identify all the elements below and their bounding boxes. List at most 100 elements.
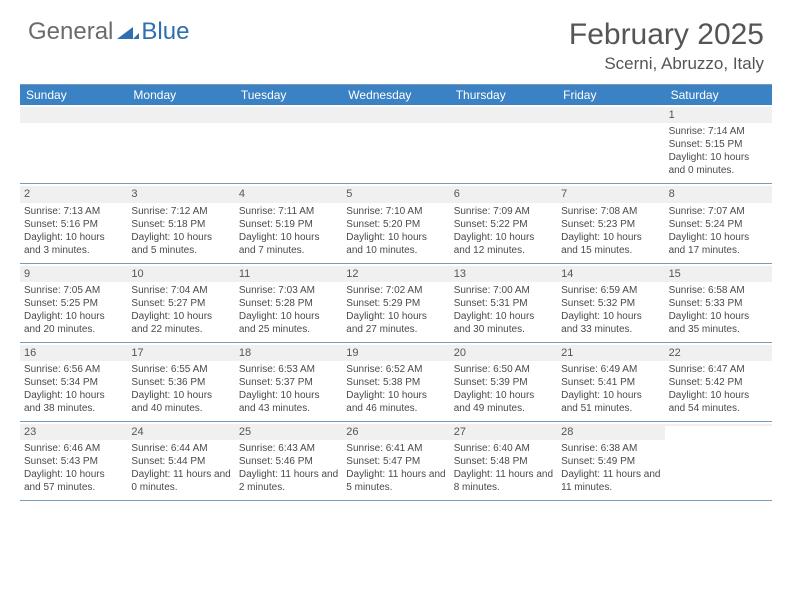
day-number: 16 <box>20 345 127 361</box>
day-sunrise: Sunrise: 7:04 AM <box>131 284 230 297</box>
day-sunrise: Sunrise: 6:53 AM <box>239 363 338 376</box>
day-sunset: Sunset: 5:44 PM <box>131 455 230 468</box>
day-number: 7 <box>557 186 664 202</box>
day-sunset: Sunset: 5:25 PM <box>24 297 123 310</box>
day-daylight: Daylight: 10 hours and 3 minutes. <box>24 231 123 257</box>
day-number: 23 <box>20 424 127 440</box>
day-number: 10 <box>127 266 234 282</box>
day-number: 5 <box>342 186 449 202</box>
day-sunrise: Sunrise: 7:10 AM <box>346 205 445 218</box>
day-daylight: Daylight: 11 hours and 8 minutes. <box>454 468 553 494</box>
day-cell: 8Sunrise: 7:07 AMSunset: 5:24 PMDaylight… <box>665 184 772 262</box>
day-sunrise: Sunrise: 7:13 AM <box>24 205 123 218</box>
day-cell: 26Sunrise: 6:41 AMSunset: 5:47 PMDayligh… <box>342 422 449 500</box>
day-sunset: Sunset: 5:20 PM <box>346 218 445 231</box>
day-sunset: Sunset: 5:49 PM <box>561 455 660 468</box>
day-number: 13 <box>450 266 557 282</box>
day-sunset: Sunset: 5:43 PM <box>24 455 123 468</box>
day-cell: 2Sunrise: 7:13 AMSunset: 5:16 PMDaylight… <box>20 184 127 262</box>
day-number: 3 <box>127 186 234 202</box>
day-daylight: Daylight: 11 hours and 11 minutes. <box>561 468 660 494</box>
day-cell: 10Sunrise: 7:04 AMSunset: 5:27 PMDayligh… <box>127 264 234 342</box>
day-sunrise: Sunrise: 7:11 AM <box>239 205 338 218</box>
day-sunrise: Sunrise: 6:40 AM <box>454 442 553 455</box>
weekday-header-cell: Sunday <box>20 85 127 105</box>
day-cell <box>235 105 342 183</box>
day-daylight: Daylight: 10 hours and 43 minutes. <box>239 389 338 415</box>
day-number: 26 <box>342 424 449 440</box>
day-sunrise: Sunrise: 7:03 AM <box>239 284 338 297</box>
day-daylight: Daylight: 10 hours and 40 minutes. <box>131 389 230 415</box>
day-cell: 27Sunrise: 6:40 AMSunset: 5:48 PMDayligh… <box>450 422 557 500</box>
day-sunrise: Sunrise: 6:50 AM <box>454 363 553 376</box>
day-cell: 1Sunrise: 7:14 AMSunset: 5:15 PMDaylight… <box>665 105 772 183</box>
day-sunrise: Sunrise: 6:47 AM <box>669 363 768 376</box>
day-cell <box>450 105 557 183</box>
day-daylight: Daylight: 10 hours and 54 minutes. <box>669 389 768 415</box>
day-sunrise: Sunrise: 6:55 AM <box>131 363 230 376</box>
location: Scerni, Abruzzo, Italy <box>569 54 764 74</box>
weekday-header-row: SundayMondayTuesdayWednesdayThursdayFrid… <box>20 85 772 105</box>
day-cell: 23Sunrise: 6:46 AMSunset: 5:43 PMDayligh… <box>20 422 127 500</box>
day-sunrise: Sunrise: 7:14 AM <box>669 125 768 138</box>
day-cell <box>20 105 127 183</box>
day-number: 15 <box>665 266 772 282</box>
day-sunset: Sunset: 5:36 PM <box>131 376 230 389</box>
week-row: 2Sunrise: 7:13 AMSunset: 5:16 PMDaylight… <box>20 184 772 263</box>
day-number <box>557 107 664 123</box>
day-cell: 17Sunrise: 6:55 AMSunset: 5:36 PMDayligh… <box>127 343 234 421</box>
day-sunset: Sunset: 5:28 PM <box>239 297 338 310</box>
weekday-header-cell: Friday <box>557 85 664 105</box>
day-sunrise: Sunrise: 6:38 AM <box>561 442 660 455</box>
day-cell: 3Sunrise: 7:12 AMSunset: 5:18 PMDaylight… <box>127 184 234 262</box>
day-daylight: Daylight: 10 hours and 27 minutes. <box>346 310 445 336</box>
day-sunset: Sunset: 5:41 PM <box>561 376 660 389</box>
day-cell: 22Sunrise: 6:47 AMSunset: 5:42 PMDayligh… <box>665 343 772 421</box>
week-row: 9Sunrise: 7:05 AMSunset: 5:25 PMDaylight… <box>20 264 772 343</box>
day-sunset: Sunset: 5:15 PM <box>669 138 768 151</box>
day-number: 20 <box>450 345 557 361</box>
day-sunset: Sunset: 5:19 PM <box>239 218 338 231</box>
day-sunrise: Sunrise: 6:58 AM <box>669 284 768 297</box>
day-cell <box>342 105 449 183</box>
day-number: 18 <box>235 345 342 361</box>
day-sunset: Sunset: 5:23 PM <box>561 218 660 231</box>
day-sunset: Sunset: 5:39 PM <box>454 376 553 389</box>
day-sunset: Sunset: 5:24 PM <box>669 218 768 231</box>
day-number <box>450 107 557 123</box>
day-sunset: Sunset: 5:37 PM <box>239 376 338 389</box>
weekday-header-cell: Monday <box>127 85 234 105</box>
weekday-header-cell: Thursday <box>450 85 557 105</box>
day-cell <box>557 105 664 183</box>
day-sunrise: Sunrise: 6:46 AM <box>24 442 123 455</box>
day-daylight: Daylight: 11 hours and 2 minutes. <box>239 468 338 494</box>
day-daylight: Daylight: 11 hours and 0 minutes. <box>131 468 230 494</box>
day-daylight: Daylight: 10 hours and 49 minutes. <box>454 389 553 415</box>
logo-text-blue: Blue <box>141 18 189 46</box>
title-block: February 2025 Scerni, Abruzzo, Italy <box>569 18 764 74</box>
day-number: 6 <box>450 186 557 202</box>
logo: General Blue <box>28 18 189 46</box>
day-cell: 5Sunrise: 7:10 AMSunset: 5:20 PMDaylight… <box>342 184 449 262</box>
day-cell: 7Sunrise: 7:08 AMSunset: 5:23 PMDaylight… <box>557 184 664 262</box>
day-number <box>342 107 449 123</box>
day-sunset: Sunset: 5:29 PM <box>346 297 445 310</box>
day-number: 9 <box>20 266 127 282</box>
day-daylight: Daylight: 10 hours and 46 minutes. <box>346 389 445 415</box>
day-sunrise: Sunrise: 7:12 AM <box>131 205 230 218</box>
day-daylight: Daylight: 10 hours and 38 minutes. <box>24 389 123 415</box>
week-row: 1Sunrise: 7:14 AMSunset: 5:15 PMDaylight… <box>20 105 772 184</box>
day-number: 21 <box>557 345 664 361</box>
day-number: 1 <box>665 107 772 123</box>
day-number: 25 <box>235 424 342 440</box>
day-sunset: Sunset: 5:46 PM <box>239 455 338 468</box>
day-daylight: Daylight: 10 hours and 25 minutes. <box>239 310 338 336</box>
day-daylight: Daylight: 10 hours and 5 minutes. <box>131 231 230 257</box>
day-sunset: Sunset: 5:31 PM <box>454 297 553 310</box>
month-title: February 2025 <box>569 18 764 52</box>
day-sunrise: Sunrise: 7:02 AM <box>346 284 445 297</box>
day-cell: 11Sunrise: 7:03 AMSunset: 5:28 PMDayligh… <box>235 264 342 342</box>
day-sunrise: Sunrise: 7:08 AM <box>561 205 660 218</box>
day-cell: 12Sunrise: 7:02 AMSunset: 5:29 PMDayligh… <box>342 264 449 342</box>
day-number: 28 <box>557 424 664 440</box>
